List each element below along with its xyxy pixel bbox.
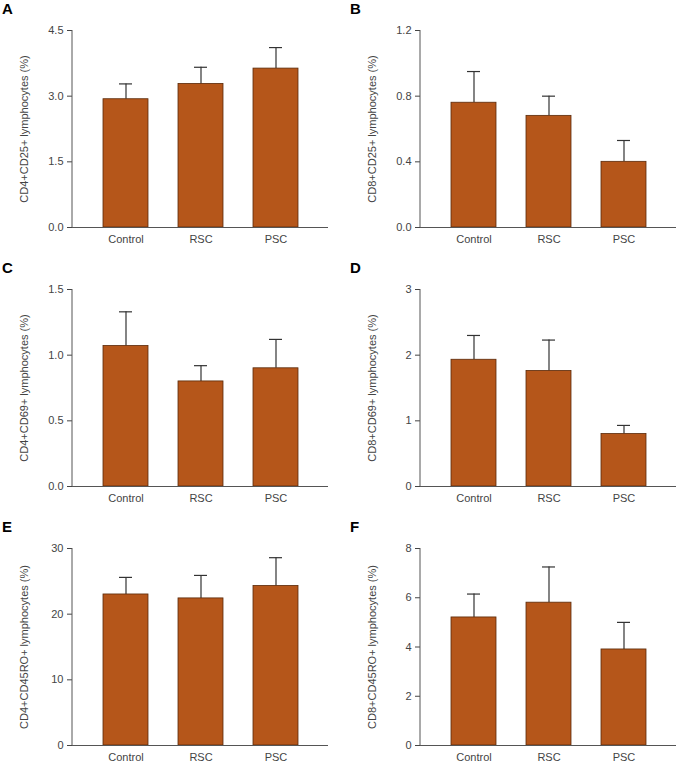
- svg-text:0.0: 0.0: [48, 480, 63, 492]
- svg-text:1: 1: [405, 414, 411, 426]
- svg-text:CD8+CD25+ lymphocytes (%): CD8+CD25+ lymphocytes (%): [366, 55, 378, 202]
- svg-text:RSC: RSC: [537, 751, 560, 763]
- svg-text:3: 3: [405, 283, 411, 295]
- svg-text:Control: Control: [456, 233, 491, 245]
- svg-text:CD4+CD45RO+ lymphocytes (%): CD4+CD45RO+ lymphocytes (%): [18, 565, 30, 729]
- svg-text:RSC: RSC: [537, 233, 560, 245]
- html-text:D: D: [350, 259, 361, 276]
- svg-text:CD8+CD45RO+ lymphocytes (%): CD8+CD45RO+ lymphocytes (%): [366, 565, 378, 729]
- svg-text:10: 10: [51, 673, 63, 685]
- svg-text:0: 0: [405, 480, 411, 492]
- svg-text:CD4+CD25+ lymphocytes (%): CD4+CD25+ lymphocytes (%): [18, 55, 30, 202]
- svg-text:8: 8: [405, 542, 411, 554]
- svg-text:PSC: PSC: [265, 751, 288, 763]
- svg-text:RSC: RSC: [189, 492, 212, 504]
- svg-text:0.5: 0.5: [48, 414, 63, 426]
- svg-text:0.0: 0.0: [48, 221, 63, 233]
- svg-text:4.5: 4.5: [48, 24, 63, 36]
- svg-text:0.0: 0.0: [396, 221, 411, 233]
- html-text:A: A: [2, 0, 13, 17]
- svg-text:6: 6: [405, 591, 411, 603]
- html-text:C: C: [2, 259, 13, 276]
- svg-text:PSC: PSC: [265, 492, 288, 504]
- svg-text:3.0: 3.0: [48, 90, 63, 102]
- svg-text:1.5: 1.5: [48, 155, 63, 167]
- svg-text:Control: Control: [108, 233, 143, 245]
- svg-text:1.0: 1.0: [48, 349, 63, 361]
- svg-text:Control: Control: [108, 751, 143, 763]
- svg-text:CD8+CD69+ lymphocytes (%): CD8+CD69+ lymphocytes (%): [366, 314, 378, 461]
- svg-text:0: 0: [57, 739, 63, 751]
- html-text:F: F: [350, 518, 360, 535]
- svg-text:RSC: RSC: [189, 751, 212, 763]
- svg-text:PSC: PSC: [265, 233, 288, 245]
- svg-text:20: 20: [51, 608, 63, 620]
- svg-text:30: 30: [51, 542, 63, 554]
- svg-text:0: 0: [405, 739, 411, 751]
- svg-text:Control: Control: [456, 751, 491, 763]
- svg-text:CD4+CD69+ lymphocytes (%): CD4+CD69+ lymphocytes (%): [18, 314, 30, 461]
- svg-text:Control: Control: [456, 492, 491, 504]
- html-text:B: B: [350, 0, 361, 17]
- svg-text:PSC: PSC: [613, 751, 636, 763]
- svg-text:2: 2: [405, 349, 411, 361]
- svg-text:1.2: 1.2: [396, 24, 411, 36]
- svg-text:4: 4: [405, 641, 411, 653]
- svg-text:1.5: 1.5: [48, 283, 63, 295]
- svg-text:2: 2: [405, 690, 411, 702]
- html-text:E: E: [2, 518, 12, 535]
- svg-text:RSC: RSC: [189, 233, 212, 245]
- svg-text:PSC: PSC: [613, 233, 636, 245]
- svg-text:PSC: PSC: [613, 492, 636, 504]
- svg-text:0.4: 0.4: [396, 155, 411, 167]
- svg-text:0.8: 0.8: [396, 90, 411, 102]
- svg-text:Control: Control: [108, 492, 143, 504]
- svg-text:RSC: RSC: [537, 492, 560, 504]
